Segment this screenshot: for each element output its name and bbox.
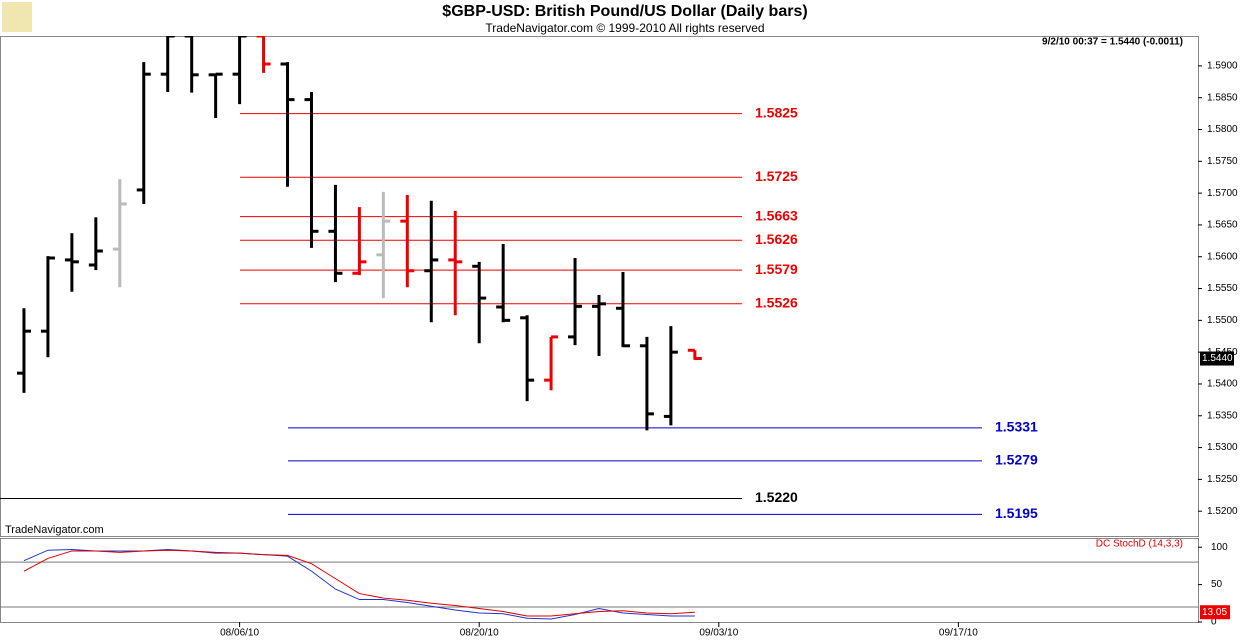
- ohlc-bar: [208, 72, 223, 119]
- ohlc-bar: [544, 335, 559, 391]
- ohlc-bar: [615, 272, 630, 348]
- y-tick-label: 1.5800: [1207, 124, 1238, 135]
- y-tick-label: 1.5550: [1207, 283, 1238, 294]
- level-label: 1.5195: [995, 505, 1038, 521]
- y-tick-label: 1.5350: [1207, 410, 1238, 421]
- x-tick-label: 08/20/10: [460, 628, 499, 639]
- indicator-value-label: 13.05: [1202, 607, 1227, 618]
- chart-title: $GBP-USD: British Pound/US Dollar (Daily…: [442, 3, 807, 20]
- ohlc-bar: [424, 200, 439, 323]
- level-label: 1.5725: [755, 168, 798, 184]
- indicator-panel: [0, 538, 1199, 623]
- y-tick-label: 1.5900: [1207, 61, 1238, 72]
- ohlc-bar: [496, 244, 511, 323]
- y-tick-label: 1.5600: [1207, 251, 1238, 262]
- indicator-value-box: [1200, 605, 1230, 620]
- ohlc-bar: [184, 36, 199, 93]
- y-tick-label: 0: [1211, 617, 1217, 628]
- ohlc-bar: [520, 315, 535, 402]
- current-price-box: [1200, 351, 1234, 366]
- y-tick-label: 1.5200: [1207, 506, 1238, 517]
- ohlc-bar: [112, 179, 127, 288]
- price-panel: [0, 36, 1199, 537]
- y-tick-label: 1.5400: [1207, 379, 1238, 390]
- indicator-line: [23, 549, 695, 617]
- ohlc-bar: [160, 36, 175, 92]
- ohlc-bar: [136, 62, 151, 204]
- y-tick-label: 1.5850: [1207, 92, 1238, 103]
- level-label: 1.5526: [755, 295, 798, 311]
- ohlc-bar: [472, 261, 487, 344]
- ohlc-bar: [400, 195, 415, 288]
- y-tick-label: 1.5300: [1207, 442, 1238, 453]
- y-tick-label: 1.5700: [1207, 188, 1238, 199]
- ohlc-bar: [352, 207, 367, 276]
- y-tick-label: 1.5500: [1207, 315, 1238, 326]
- level-label: 1.5626: [755, 231, 798, 247]
- y-tick-label: 50: [1211, 579, 1223, 590]
- header-quote: 9/2/10 00:37 = 1.5440 (-0.0011): [1042, 37, 1183, 48]
- level-label: 1.5825: [755, 104, 798, 120]
- ohlc-bar: [88, 217, 103, 271]
- ohlc-bar: [304, 91, 319, 248]
- y-tick-label: 1.5250: [1207, 474, 1238, 485]
- level-label: 1.5279: [995, 452, 1038, 468]
- ohlc-bar: [663, 326, 678, 426]
- ohlc-bar: [448, 210, 463, 316]
- y-tick-label: 1.5750: [1207, 156, 1238, 167]
- ohlc-bar: [639, 336, 654, 431]
- ohlc-bar: [256, 36, 271, 73]
- y-tick-label: 100: [1211, 542, 1228, 553]
- x-tick-label: 09/03/10: [699, 628, 738, 639]
- x-tick-label: 09/17/10: [939, 628, 978, 639]
- ohlc-bar: [687, 348, 702, 361]
- watermark: TradeNavigator.com: [5, 524, 104, 536]
- level-label: 1.5220: [755, 489, 798, 505]
- logo: [2, 2, 32, 32]
- level-label: 1.5663: [755, 207, 798, 223]
- ohlc-bar: [64, 233, 79, 292]
- chart-subtitle: TradeNavigator.com © 1999-2010 All right…: [485, 21, 764, 35]
- current-price-label: 1.5440: [1202, 353, 1233, 364]
- ohlc-bar: [232, 36, 247, 105]
- indicator-label: DC StochD (14,3,3): [1096, 539, 1183, 550]
- level-label: 1.5579: [755, 261, 798, 277]
- ohlc-bar: [280, 62, 295, 187]
- ohlc-bar: [568, 258, 583, 346]
- level-label: 1.5331: [995, 419, 1038, 435]
- ohlc-bar: [40, 256, 55, 358]
- ohlc-bar: [592, 294, 606, 356]
- ohlc-bar: [16, 308, 31, 393]
- x-tick-label: 08/06/10: [220, 628, 259, 639]
- ohlc-bar: [328, 184, 343, 283]
- ohlc-bar: [376, 191, 391, 299]
- y-tick-label: 1.5650: [1207, 220, 1238, 231]
